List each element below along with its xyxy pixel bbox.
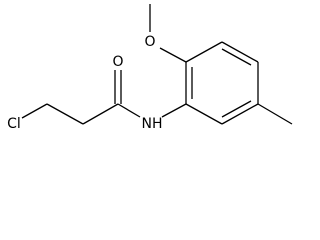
ring-double-bond [221,48,252,66]
bond [46,103,84,125]
atom-label: O [144,34,155,50]
atom-label: O [112,54,123,70]
bond [117,103,141,118]
bond [82,103,119,125]
ring-bond [185,103,223,125]
ring-double-bond [221,100,252,118]
ring-bond [221,103,259,125]
atom-label: Cl [7,116,21,132]
atom-label: NH [142,116,163,132]
bond [257,103,293,125]
ring-bond [185,41,223,63]
molecule-diagram: Cl O NH O [7,4,293,132]
bonds [21,4,293,125]
bond [161,103,187,118]
ring-bond [221,41,259,63]
bond [21,103,48,119]
bond [159,47,187,63]
